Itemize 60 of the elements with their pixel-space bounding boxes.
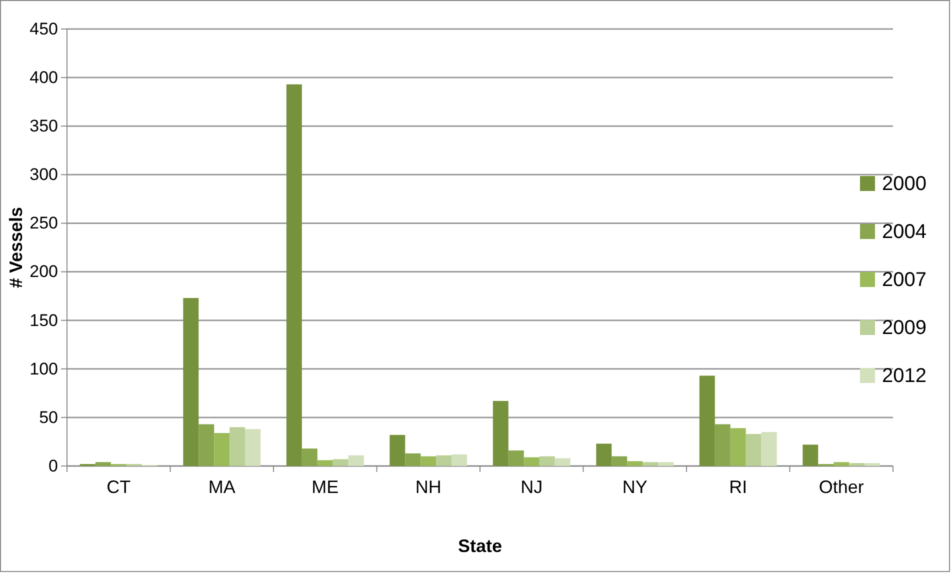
bar bbox=[390, 434, 406, 466]
bar bbox=[348, 455, 364, 466]
bar bbox=[436, 455, 452, 466]
bar bbox=[642, 462, 658, 466]
bar bbox=[245, 429, 261, 466]
bar bbox=[198, 424, 214, 466]
bar bbox=[317, 460, 333, 466]
x-tick-label: RI bbox=[729, 476, 748, 497]
bar bbox=[596, 444, 612, 466]
bar bbox=[524, 457, 540, 466]
legend-label: 2012 bbox=[882, 365, 926, 387]
x-axis-title: State bbox=[458, 536, 502, 556]
bar bbox=[539, 456, 555, 466]
bar bbox=[761, 432, 777, 466]
bar bbox=[405, 453, 421, 466]
y-tick-label: 100 bbox=[30, 359, 58, 378]
bar bbox=[864, 463, 880, 466]
y-tick-label: 200 bbox=[30, 262, 58, 282]
y-axis-title: # Vessels bbox=[6, 206, 26, 288]
x-tick-label: NY bbox=[622, 476, 648, 497]
bar bbox=[508, 450, 524, 466]
bar bbox=[714, 424, 730, 466]
y-tick-label: 350 bbox=[30, 116, 58, 136]
y-tick-label: 50 bbox=[39, 408, 58, 427]
bar bbox=[849, 463, 865, 466]
bar bbox=[554, 458, 570, 466]
bar bbox=[658, 462, 674, 466]
x-tick-label: Other bbox=[818, 476, 864, 497]
x-tick-label: MA bbox=[208, 476, 236, 497]
bar bbox=[332, 459, 348, 466]
y-tick-label: 0 bbox=[48, 456, 58, 476]
bar bbox=[834, 462, 850, 466]
y-tick-label: 300 bbox=[30, 165, 58, 184]
bar bbox=[286, 84, 302, 466]
bar bbox=[420, 456, 436, 466]
legend-label: 2009 bbox=[882, 317, 926, 339]
bar bbox=[612, 456, 628, 466]
y-tick-label: 150 bbox=[30, 310, 58, 330]
bar bbox=[230, 427, 246, 466]
x-tick-label: NJ bbox=[520, 476, 543, 497]
x-tick-label: NH bbox=[415, 476, 442, 497]
bar bbox=[452, 454, 468, 466]
bar bbox=[492, 400, 508, 466]
bar bbox=[746, 434, 762, 466]
y-tick-label: 450 bbox=[30, 19, 58, 38]
bar bbox=[627, 461, 643, 466]
x-tick-label: ME bbox=[312, 476, 339, 497]
bar bbox=[95, 462, 111, 466]
bar bbox=[183, 298, 199, 466]
bar bbox=[699, 376, 715, 466]
x-tick-label: CT bbox=[106, 476, 131, 497]
legend-label: 2004 bbox=[882, 221, 926, 243]
bar bbox=[302, 448, 318, 466]
bar bbox=[802, 444, 818, 466]
y-tick-label: 400 bbox=[30, 68, 58, 87]
legend-label: 2007 bbox=[882, 269, 926, 291]
y-tick-label: 250 bbox=[30, 214, 58, 233]
bar bbox=[214, 432, 230, 466]
legend-label: 2000 bbox=[882, 173, 926, 195]
bar bbox=[730, 428, 746, 466]
